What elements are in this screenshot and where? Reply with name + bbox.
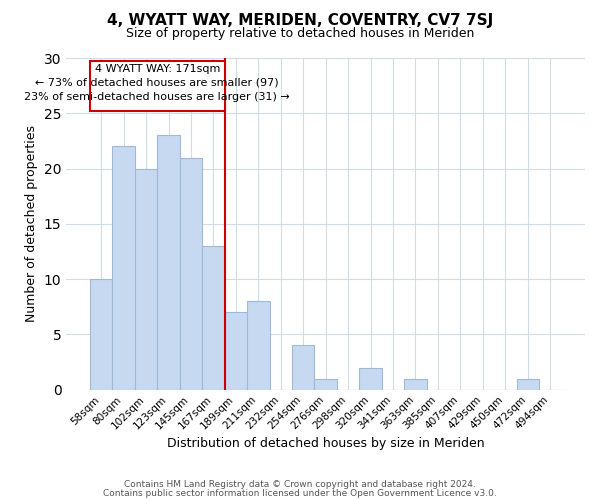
Bar [135,168,157,390]
Text: Contains HM Land Registry data © Crown copyright and database right 2024.: Contains HM Land Registry data © Crown c… [124,480,476,489]
Bar [517,378,539,390]
Bar [314,378,337,390]
Bar [157,136,180,390]
X-axis label: Distribution of detached houses by size in Meriden: Distribution of detached houses by size … [167,437,484,450]
Bar [359,368,382,390]
Y-axis label: Number of detached properties: Number of detached properties [25,126,38,322]
Bar [112,146,135,390]
Bar [404,378,427,390]
Text: 4, WYATT WAY, MERIDEN, COVENTRY, CV7 7SJ: 4, WYATT WAY, MERIDEN, COVENTRY, CV7 7SJ [107,12,493,28]
Bar [224,312,247,390]
FancyBboxPatch shape [90,62,224,111]
Text: 4 WYATT WAY: 171sqm
← 73% of detached houses are smaller (97)
23% of semi-detach: 4 WYATT WAY: 171sqm ← 73% of detached ho… [25,64,290,102]
Bar [247,302,269,390]
Bar [292,346,314,390]
Bar [90,279,112,390]
Text: Contains public sector information licensed under the Open Government Licence v3: Contains public sector information licen… [103,490,497,498]
Text: Size of property relative to detached houses in Meriden: Size of property relative to detached ho… [126,28,474,40]
Bar [202,246,224,390]
Bar [180,158,202,390]
